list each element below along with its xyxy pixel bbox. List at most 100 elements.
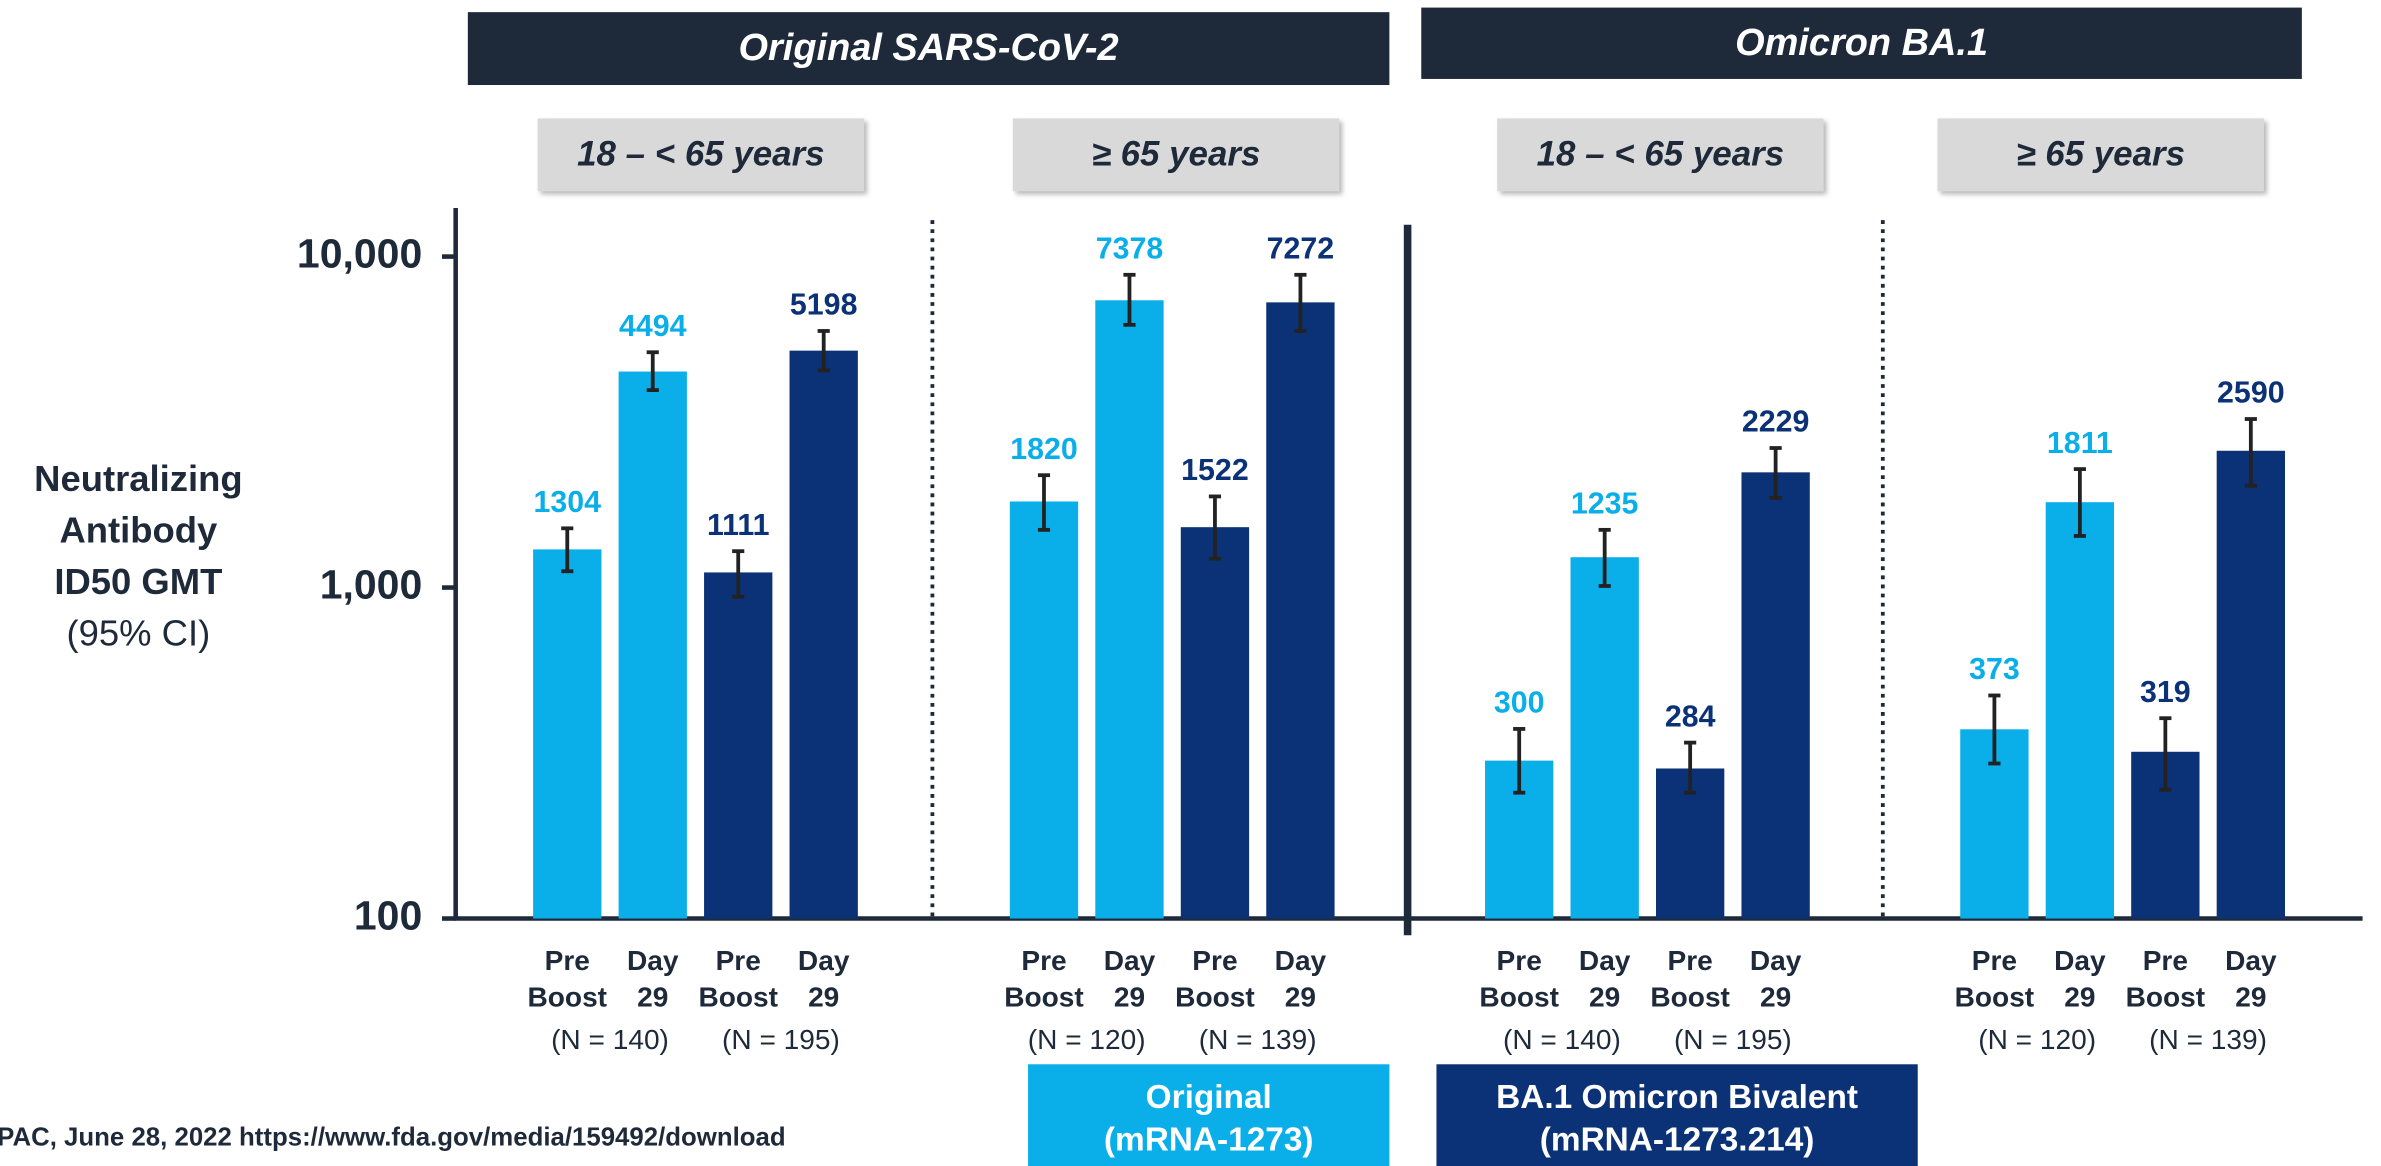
bar: [1741, 472, 1810, 919]
x-tick-label: Boost: [1479, 981, 1559, 1012]
legend-swatch: [1436, 1064, 1918, 1166]
data-label: 1111: [707, 509, 770, 542]
bar: [1095, 300, 1164, 919]
error-bar: [2159, 716, 2172, 792]
error-bar: [1294, 272, 1307, 333]
x-tick-label: Pre: [545, 945, 590, 976]
age-label: ≥ 65 years: [1092, 135, 1261, 174]
data-label: 7272: [1267, 233, 1335, 266]
error-bar: [646, 350, 659, 392]
n-label: (N = 120): [1978, 1024, 2096, 1055]
error-bar: [732, 549, 745, 599]
error-bar: [1988, 693, 2001, 766]
x-tick-label: 29: [1589, 981, 1620, 1012]
x-tick-label: Pre: [1021, 945, 1066, 976]
error-bar: [1598, 527, 1611, 588]
x-tick-label: Day: [1750, 945, 1802, 976]
x-tick-label: 29: [1114, 981, 1145, 1012]
bar: [789, 350, 858, 919]
error-bar: [1513, 727, 1526, 795]
y-axis-label: Neutralizing: [34, 458, 242, 499]
age-label: 18 – < 65 years: [577, 135, 824, 174]
y-axis-note: (95% CI): [67, 613, 211, 654]
legend-label: Original: [1146, 1079, 1272, 1116]
data-label: 5198: [790, 289, 858, 322]
x-tick-label: Day: [2225, 945, 2277, 976]
x-tick-label: Boost: [527, 981, 607, 1012]
legend-label: (mRNA-1273): [1104, 1122, 1314, 1159]
error-bar: [1208, 494, 1222, 561]
age-label: ≥ 65 years: [2016, 135, 2185, 174]
x-tick-label: Day: [1104, 945, 1156, 976]
data-label: 4494: [619, 310, 687, 343]
variant-header-text: Omicron BA.1: [1735, 22, 1988, 64]
n-label: (N = 120): [1028, 1024, 1146, 1055]
y-tick-label: 100: [354, 892, 422, 938]
error-bar: [2244, 417, 2257, 488]
data-label: 373: [1969, 653, 2020, 686]
bar: [1180, 527, 1250, 919]
legend-label: (mRNA-1273.214): [1540, 1122, 1815, 1159]
error-bar: [817, 329, 830, 373]
error-bar: [1123, 272, 1136, 327]
bar: [2045, 502, 2115, 919]
n-label: (N = 139): [1199, 1024, 1317, 1055]
x-tick-label: Day: [2054, 945, 2106, 976]
error-bar: [1769, 446, 1782, 500]
bar: [618, 371, 687, 919]
y-tick-label: 10,000: [297, 230, 422, 276]
x-tick-label: 29: [2064, 981, 2095, 1012]
x-tick-label: Boost: [698, 981, 778, 1012]
error-bar: [1037, 473, 1051, 532]
source-note: PAC, June 28, 2022 https://www.fda.gov/m…: [0, 1123, 786, 1151]
data-label: 1304: [533, 486, 601, 519]
data-label: 300: [1494, 687, 1545, 720]
x-tick-label: Pre: [1497, 945, 1542, 976]
x-tick-label: Day: [1579, 945, 1631, 976]
data-label: 1235: [1571, 488, 1639, 521]
x-tick-label: Day: [1275, 945, 1327, 976]
age-box: [537, 118, 865, 192]
x-tick-label: Day: [798, 945, 850, 976]
data-label: 284: [1665, 700, 1716, 733]
variant-header: [1421, 7, 2302, 79]
x-tick-label: 29: [1285, 981, 1316, 1012]
variant-header: [467, 12, 1390, 86]
x-tick-label: Boost: [1004, 981, 1084, 1012]
x-tick-label: 29: [808, 981, 839, 1012]
data-label: 2590: [2217, 377, 2285, 410]
n-label: (N = 195): [722, 1024, 840, 1055]
legend-label: BA.1 Omicron Bivalent: [1496, 1079, 1858, 1116]
x-tick-label: Pre: [1668, 945, 1713, 976]
x-tick-label: Pre: [2143, 945, 2188, 976]
x-tick-label: Pre: [1972, 945, 2017, 976]
age-box: [1937, 118, 2264, 192]
legend-swatch: [1028, 1064, 1390, 1166]
n-label: (N = 140): [1503, 1024, 1621, 1055]
x-tick-label: 29: [2235, 981, 2266, 1012]
data-label: 7378: [1096, 233, 1164, 266]
age-label: 18 – < 65 years: [1537, 135, 1784, 174]
y-axis-label: Antibody: [59, 510, 218, 551]
data-label: 1811: [2047, 427, 2113, 460]
y-tick-label: 1,000: [320, 561, 423, 607]
bar: [704, 572, 773, 919]
bar: [1570, 557, 1639, 919]
x-tick-label: Boost: [2126, 981, 2206, 1012]
error-bar: [2073, 467, 2086, 538]
bar: [2216, 450, 2285, 919]
variant-header-text: Original SARS-CoV-2: [739, 27, 1119, 69]
n-label: (N = 195): [1674, 1024, 1792, 1055]
bar: [1009, 501, 1079, 919]
age-box: [1497, 118, 1824, 192]
data-label: 319: [2140, 676, 2191, 709]
x-tick-label: Boost: [1955, 981, 2035, 1012]
x-tick-label: Boost: [1175, 981, 1255, 1012]
x-tick-label: Pre: [1192, 945, 1237, 976]
error-bar: [561, 526, 574, 574]
y-axis-label: ID50 GMT: [54, 561, 222, 602]
data-label: 2229: [1742, 406, 1810, 439]
x-tick-label: Pre: [716, 945, 761, 976]
